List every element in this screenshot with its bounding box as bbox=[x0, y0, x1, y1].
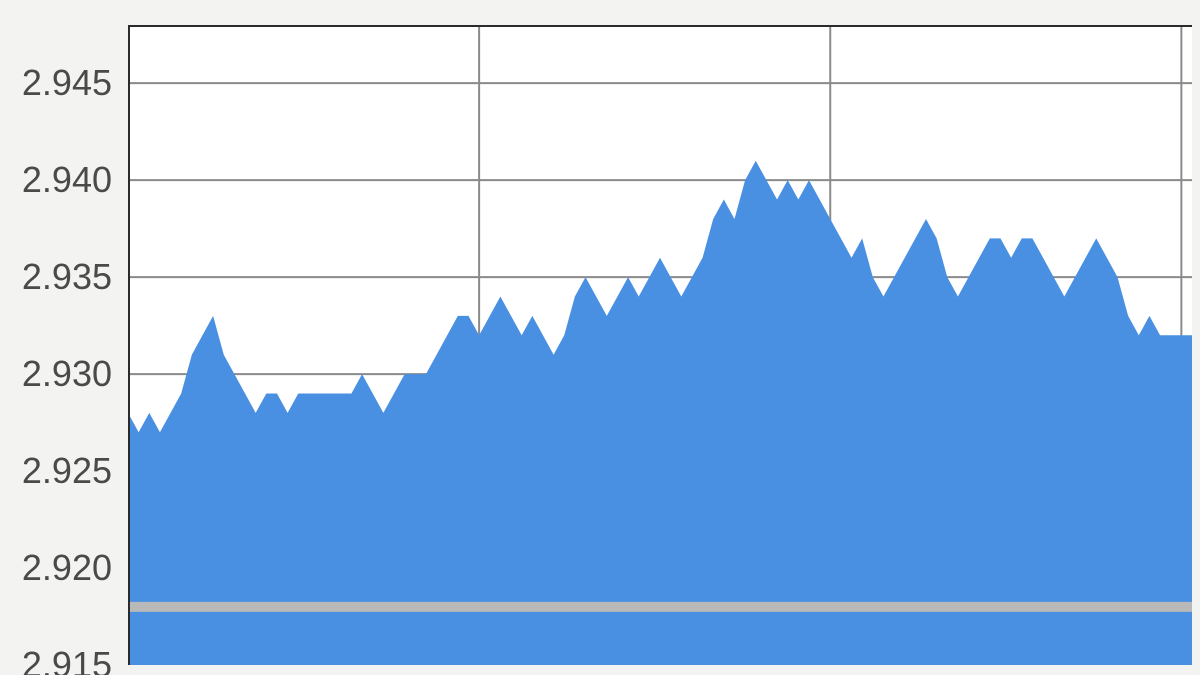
y-tick-label: 2.940 bbox=[0, 159, 112, 201]
y-tick-label: 2.915 bbox=[0, 644, 112, 675]
y-tick-label: 2.945 bbox=[0, 62, 112, 104]
y-axis-labels: 2.915 2.920 2.925 2.930 2.935 2.940 2.945 bbox=[0, 0, 120, 675]
y-tick-label: 2.935 bbox=[0, 256, 112, 298]
plot-area bbox=[128, 25, 1192, 665]
y-tick-label: 2.930 bbox=[0, 353, 112, 395]
y-tick-label: 2.920 bbox=[0, 547, 112, 589]
y-tick-label: 2.925 bbox=[0, 450, 112, 492]
chart-svg bbox=[128, 25, 1192, 665]
chart-container: 2.915 2.920 2.925 2.930 2.935 2.940 2.945 bbox=[0, 0, 1200, 675]
